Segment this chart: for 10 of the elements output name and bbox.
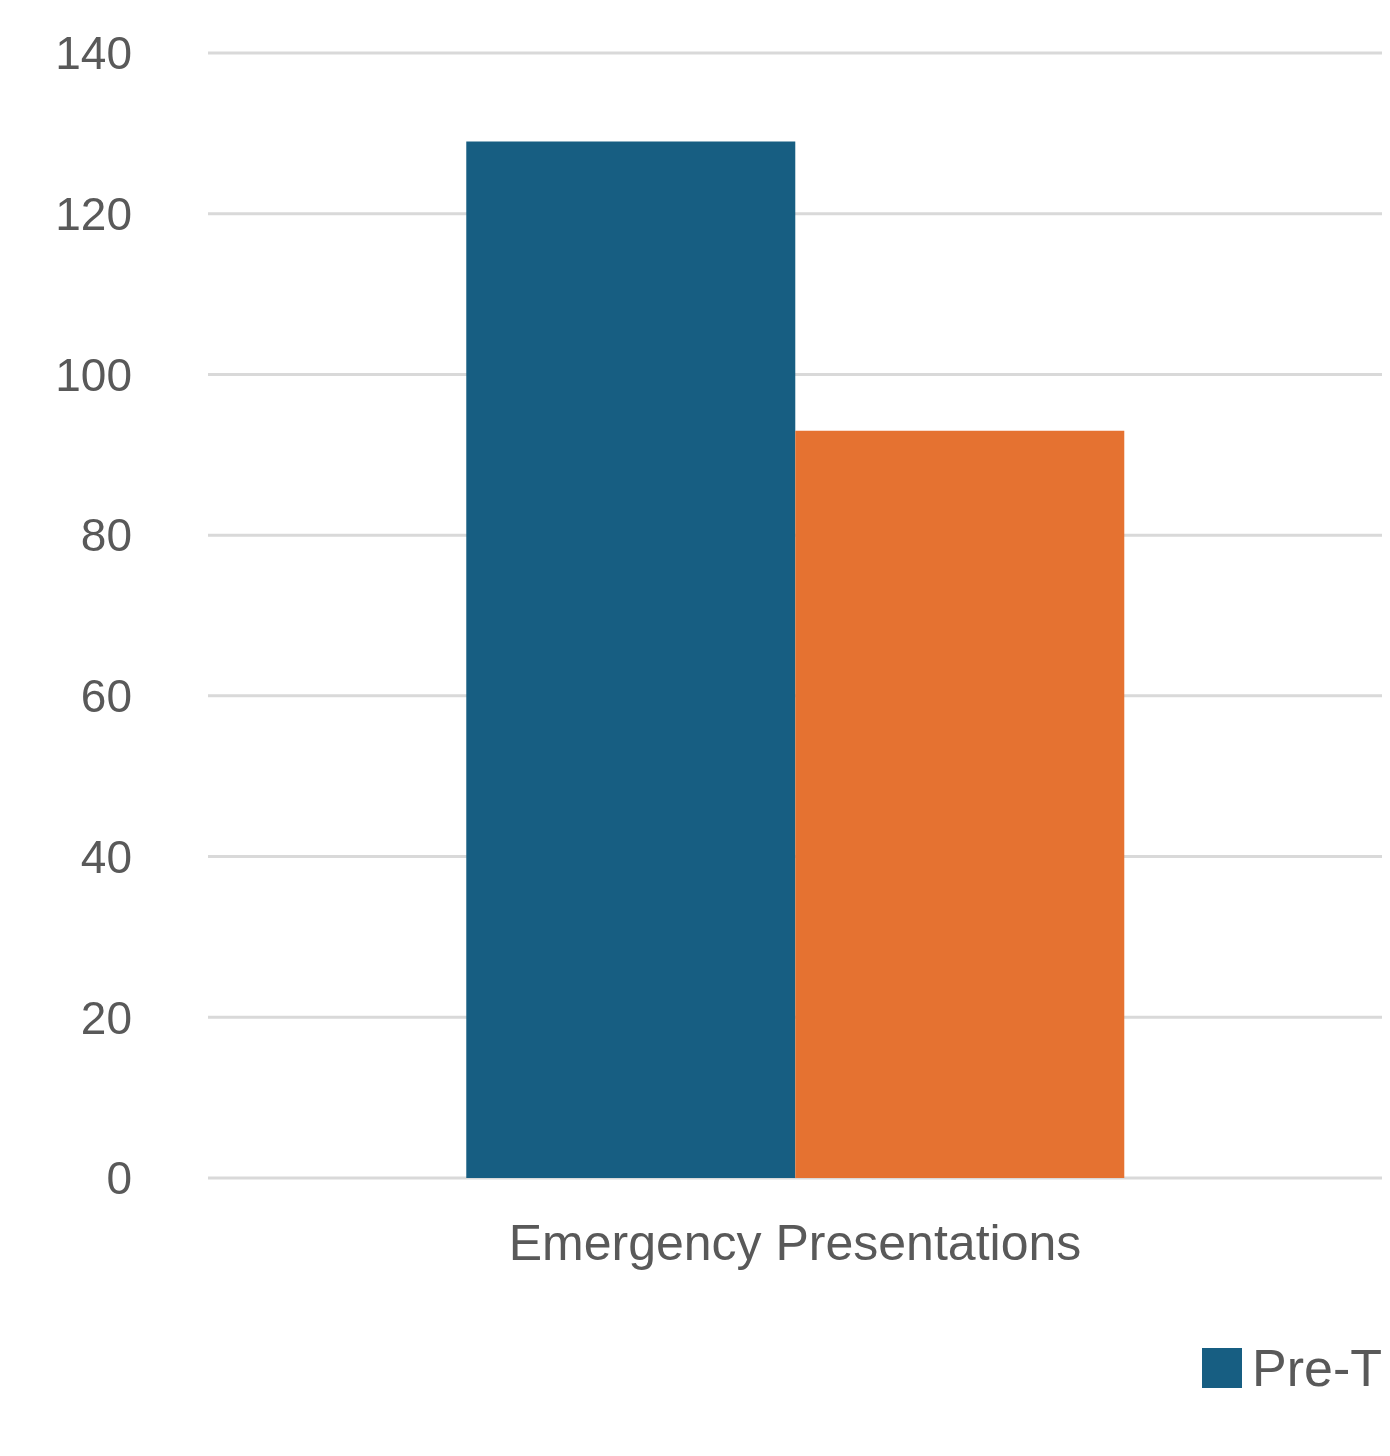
y-tick-label: 60 bbox=[80, 670, 132, 723]
y-tick-label: 100 bbox=[55, 348, 132, 401]
y-tick-label: 40 bbox=[80, 830, 132, 883]
x-tick-label: Emergency Presentations bbox=[508, 1214, 1082, 1271]
y-tick-label: 120 bbox=[55, 188, 132, 241]
y-tick-label: 80 bbox=[80, 509, 132, 562]
y-tick-label: 140 bbox=[55, 27, 132, 80]
y-tick-label: 20 bbox=[80, 991, 132, 1044]
y-tick-label: 0 bbox=[106, 1152, 132, 1205]
legend-label: Pre-T bbox=[1252, 1338, 1382, 1398]
